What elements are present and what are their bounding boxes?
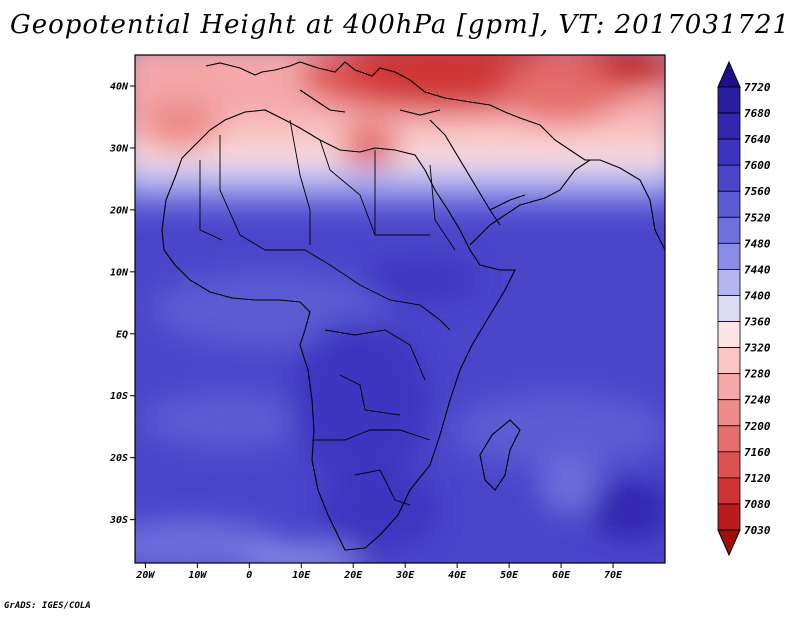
country-borders	[199, 119, 456, 506]
latitude-axis: 40N 30N 20N 10N EQ 10S 20S 30S	[109, 81, 135, 526]
lat-tick-label: 40N	[110, 81, 129, 92]
lon-tick-label: 40E	[448, 570, 467, 581]
colorbar-swatch	[717, 477, 741, 505]
colorbar-swatch	[717, 242, 741, 270]
colorbar-level-label: 7320	[744, 342, 771, 355]
lon-tick-label: 60E	[552, 570, 571, 581]
colorbar-top-arrow	[717, 60, 741, 88]
colorbar-level-label: 7360	[744, 316, 771, 329]
lon-tick-label: 20W	[135, 570, 155, 581]
longitude-axis: 20W 10W 0 10E 20E 30E 40E 50E 60E 70E	[135, 563, 623, 581]
colorbar-swatch	[717, 373, 741, 401]
colorbar-level-label: 7160	[744, 446, 771, 459]
colorbar-swatch	[717, 164, 741, 192]
colorbar-swatch	[717, 503, 741, 531]
lat-tick-label: 10S	[110, 391, 128, 402]
colorbar-level-label: 7030	[744, 524, 771, 537]
colorbar-swatch	[717, 399, 741, 427]
colorbar-level-label: 7280	[744, 368, 771, 381]
colorbar-swatch	[717, 451, 741, 479]
lon-tick-label: 10E	[292, 570, 311, 581]
colorbar-swatch	[717, 425, 741, 453]
colorbar-swatch	[717, 216, 741, 244]
chart-title: Geopotential Height at 400hPa [gpm], VT:…	[9, 10, 791, 40]
colorbar-level-label: 7440	[744, 263, 771, 276]
colorbar-bottom-arrow	[717, 529, 741, 557]
lat-tick-label: 30N	[109, 143, 129, 154]
colorbar-swatch	[717, 347, 741, 375]
colorbar-swatch	[717, 86, 741, 114]
colorbar-level-label: 7640	[744, 133, 771, 146]
lon-tick-label: 20E	[343, 570, 363, 581]
colorbar-swatch	[717, 190, 741, 218]
lat-tick-label: 20S	[109, 453, 128, 464]
colorbar-swatch	[717, 321, 741, 348]
colorbar-level-label: 7200	[744, 420, 771, 433]
colorbar-level-label: 7600	[744, 159, 771, 172]
lat-tick-label: 30S	[109, 515, 128, 526]
lat-tick-label: 10N	[110, 267, 129, 278]
lon-tick-label: 70E	[604, 570, 623, 581]
colorbar-swatch	[717, 138, 741, 166]
colorbar-level-label: 7080	[744, 498, 771, 511]
plot-frame	[134, 54, 666, 564]
colorbar-level-label: 7400	[744, 289, 771, 302]
colorbar: 7720 7680 7640 7600 7560 7520 7480 7440 7400 7360…	[717, 60, 771, 557]
colorbar-level-label: 7240	[744, 394, 771, 407]
colorbar-swatch	[717, 112, 741, 140]
colorbar-level-label: 7520	[744, 211, 771, 224]
lon-tick-label: 50E	[500, 570, 519, 581]
footer-credit: GrADS: IGES/COLA	[4, 601, 91, 611]
lon-tick-label: 30E	[395, 570, 415, 581]
lon-tick-label: 10W	[188, 570, 207, 581]
colorbar-level-label: 7560	[744, 185, 771, 198]
coastlines	[161, 61, 665, 551]
colorbar-level-label: 7720	[744, 81, 771, 94]
height-field	[135, 55, 665, 563]
lat-tick-label: 20N	[109, 205, 129, 216]
colorbar-swatch	[717, 269, 741, 296]
lat-tick-label: EQ	[116, 329, 128, 340]
colorbar-swatch	[717, 295, 741, 322]
lon-tick-label: 0	[246, 570, 252, 581]
colorbar-level-label: 7120	[744, 472, 771, 485]
colorbar-level-label: 7480	[744, 237, 771, 250]
colorbar-level-label: 7680	[744, 107, 771, 120]
